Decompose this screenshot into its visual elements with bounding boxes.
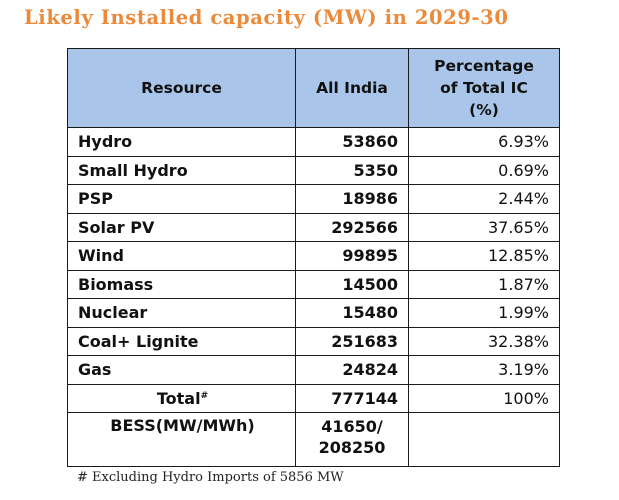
percentage-cell: 12.85% xyxy=(408,241,560,271)
all-india-cell: 18986 xyxy=(295,184,409,214)
percentage-cell: 1.87% xyxy=(408,269,560,299)
table-row: Solar PV 292566 37.65% xyxy=(67,212,560,242)
bess-value-cell: 41650/ 208250 xyxy=(295,412,409,467)
header-percentage-line2: of Total IC xyxy=(440,79,528,97)
resource-cell: Nuclear xyxy=(67,298,296,328)
all-india-cell: 251683 xyxy=(295,326,409,356)
resource-cell: Biomass xyxy=(67,269,296,299)
all-india-cell: 99895 xyxy=(295,241,409,271)
percentage-cell: 0.69% xyxy=(408,155,560,185)
all-india-cell: 15480 xyxy=(295,298,409,328)
all-india-cell: 292566 xyxy=(295,212,409,242)
all-india-cell: 14500 xyxy=(295,269,409,299)
table-header-row: Resource All India Percentage of Total I… xyxy=(67,48,560,128)
table-row: Wind 99895 12.85% xyxy=(67,241,560,271)
total-percentage-cell: 100% xyxy=(408,383,560,413)
all-india-cell: 53860 xyxy=(295,127,409,157)
table-row: Nuclear 15480 1.99% xyxy=(67,298,560,328)
table-row: Gas 24824 3.19% xyxy=(67,355,560,385)
total-label: Total xyxy=(156,388,201,408)
capacity-table: Resource All India Percentage of Total I… xyxy=(67,48,560,467)
resource-cell: Wind xyxy=(67,241,296,271)
table-row: Biomass 14500 1.87% xyxy=(67,269,560,299)
total-label-cell: Total# xyxy=(67,383,296,413)
table-row: PSP 18986 2.44% xyxy=(67,184,560,214)
all-india-cell: 5350 xyxy=(295,155,409,185)
total-row: Total# 777144 100% xyxy=(67,383,560,413)
header-percentage-line3: (%) xyxy=(469,101,499,119)
table-row: Small Hydro 5350 0.69% xyxy=(67,155,560,185)
total-all-india-cell: 777144 xyxy=(295,383,409,413)
table-row: Coal+ Lignite 251683 32.38% xyxy=(67,326,560,356)
resource-cell: Coal+ Lignite xyxy=(67,326,296,356)
header-resource: Resource xyxy=(67,48,296,128)
header-percentage: Percentage of Total IC (%) xyxy=(408,48,560,128)
percentage-cell: 32.38% xyxy=(408,326,560,356)
resource-cell: Small Hydro xyxy=(67,155,296,185)
header-percentage-line1: Percentage xyxy=(434,57,534,75)
bess-value-line1: 41650/ xyxy=(321,417,383,436)
header-all-india: All India xyxy=(295,48,409,128)
percentage-cell: 3.19% xyxy=(408,355,560,385)
percentage-cell: 1.99% xyxy=(408,298,560,328)
percentage-cell: 2.44% xyxy=(408,184,560,214)
page-title: Likely Installed capacity (MW) in 2029-3… xyxy=(24,6,509,29)
table-row: Hydro 53860 6.93% xyxy=(67,127,560,157)
percentage-cell: 37.65% xyxy=(408,212,560,242)
bess-row: BESS(MW/MWh) 41650/ 208250 xyxy=(67,412,560,467)
bess-percentage-cell xyxy=(408,412,560,467)
percentage-cell: 6.93% xyxy=(408,127,560,157)
resource-cell: Hydro xyxy=(67,127,296,157)
resource-cell: Solar PV xyxy=(67,212,296,242)
resource-cell: Gas xyxy=(67,355,296,385)
bess-value-line2: 208250 xyxy=(318,438,386,457)
bess-label-cell: BESS(MW/MWh) xyxy=(67,412,296,467)
footnote: # Excluding Hydro Imports of 5856 MW xyxy=(77,470,344,485)
resource-cell: PSP xyxy=(67,184,296,214)
all-india-cell: 24824 xyxy=(295,355,409,385)
total-footnote-mark: # xyxy=(200,390,209,401)
